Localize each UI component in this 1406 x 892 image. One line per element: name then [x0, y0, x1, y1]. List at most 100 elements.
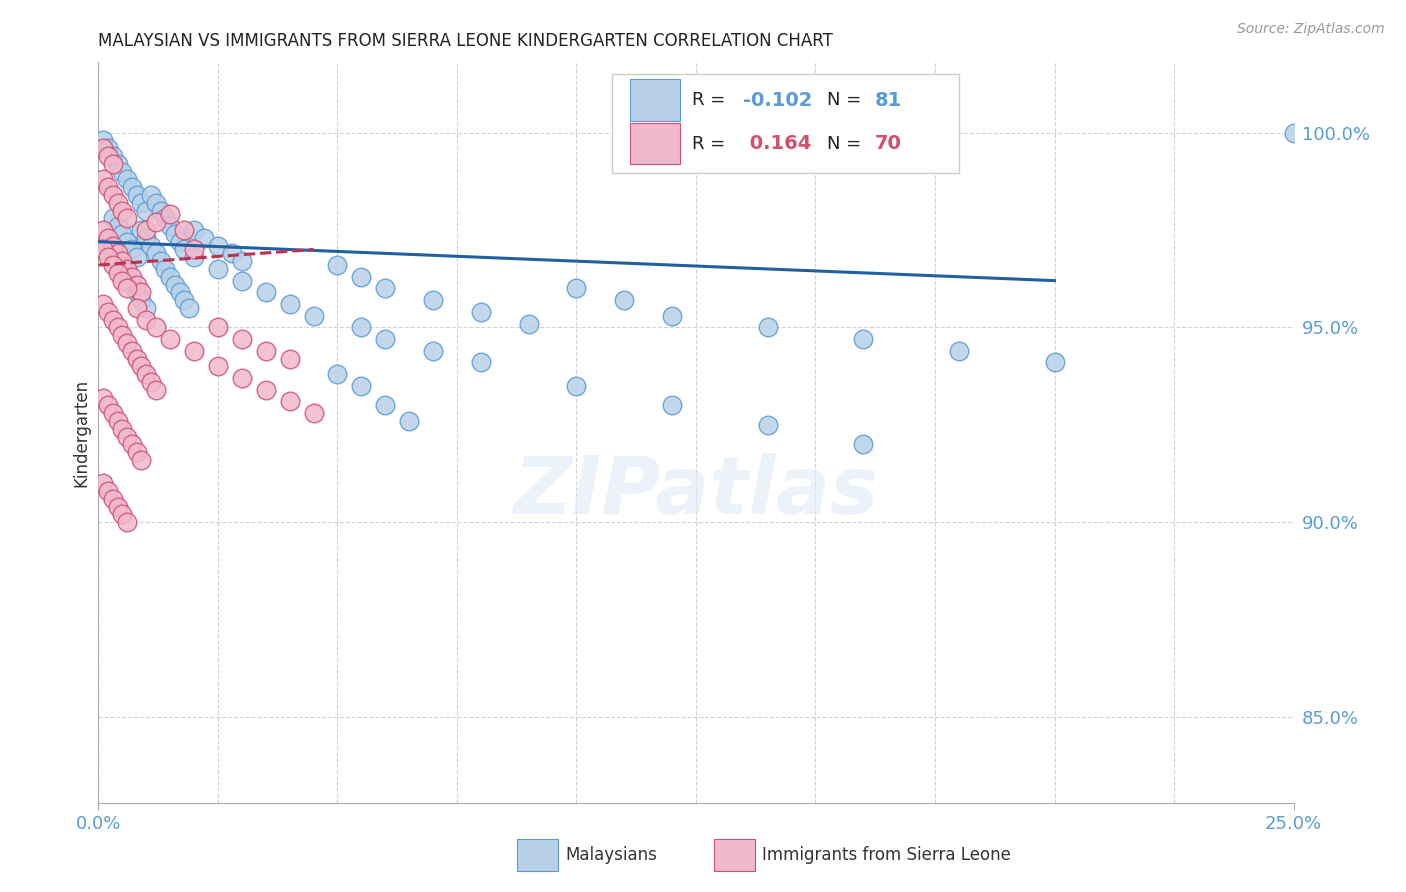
Point	[145, 246, 167, 260]
Text: -0.102: -0.102	[742, 90, 811, 110]
Point	[91, 243, 114, 257]
Point	[115, 281, 138, 295]
Point	[91, 133, 114, 147]
Point	[97, 141, 120, 155]
Point	[107, 254, 129, 268]
Text: N =: N =	[827, 91, 868, 109]
Point	[159, 332, 181, 346]
Point	[111, 262, 134, 277]
Point	[139, 188, 162, 202]
Point	[131, 195, 153, 210]
Point	[115, 172, 138, 186]
Point	[145, 215, 167, 229]
Point	[115, 235, 138, 249]
Point	[135, 301, 157, 315]
Point	[107, 320, 129, 334]
Point	[135, 223, 157, 237]
Point	[135, 312, 157, 326]
Point	[155, 211, 177, 226]
Point	[169, 235, 191, 249]
Point	[517, 317, 540, 331]
Point	[155, 262, 177, 277]
Point	[101, 188, 124, 202]
Point	[302, 309, 325, 323]
Point	[97, 149, 120, 163]
Point	[179, 301, 201, 315]
Point	[756, 320, 779, 334]
Point	[565, 281, 588, 295]
Point	[131, 453, 153, 467]
Point	[278, 297, 301, 311]
Point	[121, 180, 143, 194]
Point	[97, 250, 120, 264]
Point	[139, 375, 162, 389]
Point	[231, 371, 253, 385]
Point	[470, 355, 492, 369]
Text: Malaysians: Malaysians	[565, 847, 657, 864]
Point	[107, 195, 129, 210]
Point	[121, 277, 143, 292]
Point	[661, 309, 683, 323]
Point	[111, 164, 134, 178]
Text: 70: 70	[876, 134, 903, 153]
Point	[97, 238, 120, 252]
Y-axis label: Kindergarten: Kindergarten	[72, 378, 90, 487]
Point	[135, 231, 157, 245]
Point	[121, 243, 143, 257]
Point	[111, 328, 134, 343]
Point	[398, 414, 420, 428]
Point	[231, 332, 253, 346]
Point	[145, 195, 167, 210]
Point	[254, 285, 277, 300]
Point	[374, 281, 396, 295]
Point	[107, 414, 129, 428]
Text: 81: 81	[876, 90, 903, 110]
Point	[207, 320, 229, 334]
Point	[97, 484, 120, 499]
Point	[131, 223, 153, 237]
Point	[326, 258, 349, 272]
Point	[91, 223, 114, 237]
Point	[756, 417, 779, 432]
Point	[107, 266, 129, 280]
Point	[149, 203, 172, 218]
Point	[163, 227, 186, 241]
Point	[1282, 126, 1305, 140]
Point	[97, 305, 120, 319]
Point	[135, 203, 157, 218]
Point	[131, 359, 153, 374]
Point	[173, 243, 195, 257]
Point	[115, 429, 138, 443]
Point	[107, 246, 129, 260]
Point	[159, 219, 181, 233]
Point	[183, 223, 205, 237]
Point	[121, 269, 143, 284]
Text: Source: ZipAtlas.com: Source: ZipAtlas.com	[1237, 22, 1385, 37]
Point	[111, 254, 134, 268]
Point	[131, 285, 153, 300]
Point	[852, 437, 875, 451]
Point	[254, 343, 277, 358]
Point	[91, 476, 114, 491]
Point	[422, 343, 444, 358]
Point	[207, 359, 229, 374]
Point	[470, 305, 492, 319]
FancyBboxPatch shape	[630, 123, 681, 164]
Point	[145, 320, 167, 334]
Point	[101, 258, 124, 272]
Point	[374, 398, 396, 412]
Point	[207, 262, 229, 277]
Point	[111, 203, 134, 218]
Point	[125, 301, 148, 315]
Point	[326, 367, 349, 381]
Point	[125, 285, 148, 300]
Point	[135, 367, 157, 381]
Point	[111, 422, 134, 436]
Point	[111, 274, 134, 288]
Point	[350, 379, 373, 393]
Point	[125, 445, 148, 459]
Point	[121, 437, 143, 451]
Text: R =: R =	[692, 135, 731, 153]
Point	[565, 379, 588, 393]
Point	[159, 269, 181, 284]
